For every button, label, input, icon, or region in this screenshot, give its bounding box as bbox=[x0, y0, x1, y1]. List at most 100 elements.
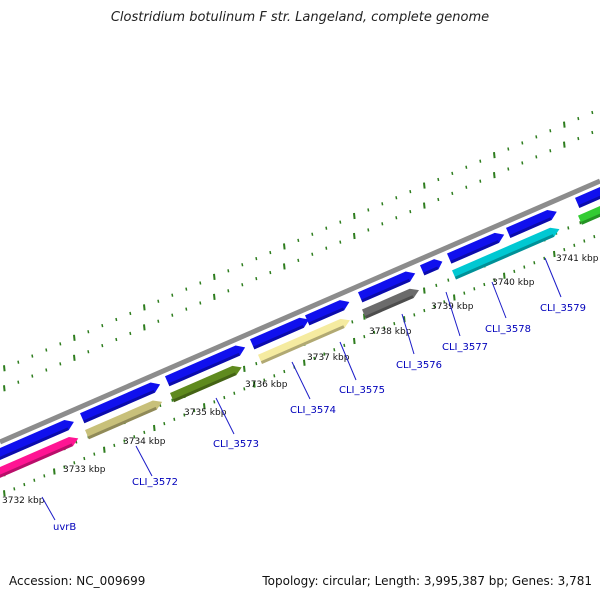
kbp-label: 3732 kbp bbox=[2, 496, 45, 506]
gene-leader-line bbox=[544, 257, 562, 298]
tick-mark bbox=[423, 202, 426, 209]
gene-label: CLI_3577 bbox=[442, 342, 488, 353]
backbone-line bbox=[0, 178, 600, 445]
tick-mark bbox=[13, 487, 16, 491]
tick-mark bbox=[393, 321, 396, 326]
tick-mark bbox=[443, 300, 446, 304]
tick-mark bbox=[395, 196, 398, 200]
tick-mark bbox=[255, 361, 258, 366]
tick-mark bbox=[163, 422, 166, 426]
tick-mark bbox=[351, 320, 354, 324]
tick-mark bbox=[33, 478, 36, 482]
tick-mark bbox=[423, 287, 426, 294]
tick-mark bbox=[73, 334, 76, 341]
tick-mark bbox=[325, 226, 328, 230]
tick-mark bbox=[199, 281, 202, 285]
feature-arrow bbox=[85, 400, 163, 440]
tick-mark bbox=[113, 443, 116, 448]
tick-mark bbox=[93, 452, 96, 456]
tick-mark bbox=[243, 387, 246, 391]
tick-mark bbox=[311, 232, 314, 236]
feature-arrow bbox=[258, 318, 350, 364]
tick-mark bbox=[153, 424, 156, 432]
tick-mark bbox=[381, 222, 384, 226]
tick-marks bbox=[3, 110, 596, 497]
tick-mark bbox=[143, 430, 146, 435]
tick-mark bbox=[297, 258, 300, 263]
tick-mark bbox=[437, 197, 440, 202]
cds-arrow bbox=[80, 382, 161, 424]
gene-leader-line bbox=[291, 361, 311, 400]
tick-mark bbox=[563, 248, 566, 252]
tick-mark bbox=[73, 354, 76, 361]
cds-arrow bbox=[358, 271, 416, 303]
tick-mark bbox=[227, 289, 230, 293]
tick-mark bbox=[339, 240, 342, 244]
tick-mark bbox=[353, 232, 356, 240]
tick-mark bbox=[241, 263, 244, 267]
tick-mark bbox=[213, 400, 216, 404]
tick-mark bbox=[383, 326, 386, 330]
tick-mark bbox=[353, 337, 356, 345]
tick-mark bbox=[171, 293, 174, 297]
feature-arrow bbox=[170, 365, 242, 403]
tick-mark bbox=[45, 368, 48, 372]
tick-mark bbox=[311, 252, 314, 256]
tick-mark bbox=[513, 269, 516, 274]
tick-mark bbox=[123, 439, 126, 443]
tick-mark bbox=[223, 395, 226, 400]
tick-mark bbox=[373, 330, 376, 334]
cds-track bbox=[0, 185, 600, 467]
cds-arrow bbox=[0, 420, 74, 467]
gene-leader-line bbox=[445, 291, 461, 337]
gene-leader-line bbox=[215, 397, 235, 435]
tick-mark bbox=[73, 461, 76, 465]
cds-arrow bbox=[506, 209, 557, 238]
tick-mark bbox=[213, 273, 216, 281]
tick-mark bbox=[503, 272, 506, 279]
tick-mark bbox=[115, 337, 118, 342]
tick-mark bbox=[203, 403, 206, 410]
map-title: Clostridium botulinum F str. Langeland, … bbox=[110, 10, 490, 25]
tick-mark bbox=[17, 360, 20, 364]
tick-mark bbox=[101, 343, 104, 348]
tick-mark bbox=[339, 220, 342, 224]
tick-mark bbox=[479, 159, 482, 163]
tick-mark bbox=[353, 212, 356, 220]
tick-mark bbox=[3, 385, 6, 392]
tick-mark bbox=[333, 348, 336, 352]
tick-mark bbox=[473, 287, 476, 291]
tick-mark bbox=[435, 283, 438, 287]
tick-mark bbox=[423, 182, 426, 189]
tick-mark bbox=[87, 330, 90, 334]
gene-leader-line bbox=[41, 496, 56, 521]
tick-mark bbox=[157, 319, 160, 323]
tick-mark bbox=[583, 239, 586, 243]
cds-arrow bbox=[420, 259, 443, 276]
tick-mark bbox=[59, 342, 62, 346]
tick-mark bbox=[437, 177, 440, 182]
tick-mark bbox=[63, 465, 66, 469]
tick-mark bbox=[269, 250, 272, 255]
tick-mark bbox=[493, 278, 496, 282]
kbp-labels: 3732 kbp 3733 kbp 3734 kbp 3735 kbp 3736 kbp… bbox=[2, 254, 599, 506]
tick-mark bbox=[213, 293, 216, 301]
tick-mark bbox=[549, 149, 552, 153]
tick-mark bbox=[533, 261, 536, 265]
tick-mark bbox=[381, 202, 384, 206]
tick-mark bbox=[367, 208, 370, 212]
tick-mark bbox=[31, 354, 34, 358]
kbp-label: 3736 kbp bbox=[245, 380, 288, 390]
kbp-label: 3738 kbp bbox=[369, 327, 412, 337]
gene-label: CLI_3572 bbox=[132, 477, 178, 488]
tick-mark bbox=[129, 311, 132, 316]
tick-mark bbox=[171, 398, 174, 402]
tick-mark bbox=[323, 352, 326, 356]
gene-leader-line bbox=[401, 313, 415, 355]
feature-arrow bbox=[0, 437, 79, 485]
feature-track bbox=[0, 202, 600, 485]
tick-mark bbox=[31, 374, 34, 378]
tick-mark bbox=[409, 210, 412, 214]
tick-mark bbox=[243, 365, 246, 372]
gene-label: CLI_3573 bbox=[213, 439, 259, 450]
